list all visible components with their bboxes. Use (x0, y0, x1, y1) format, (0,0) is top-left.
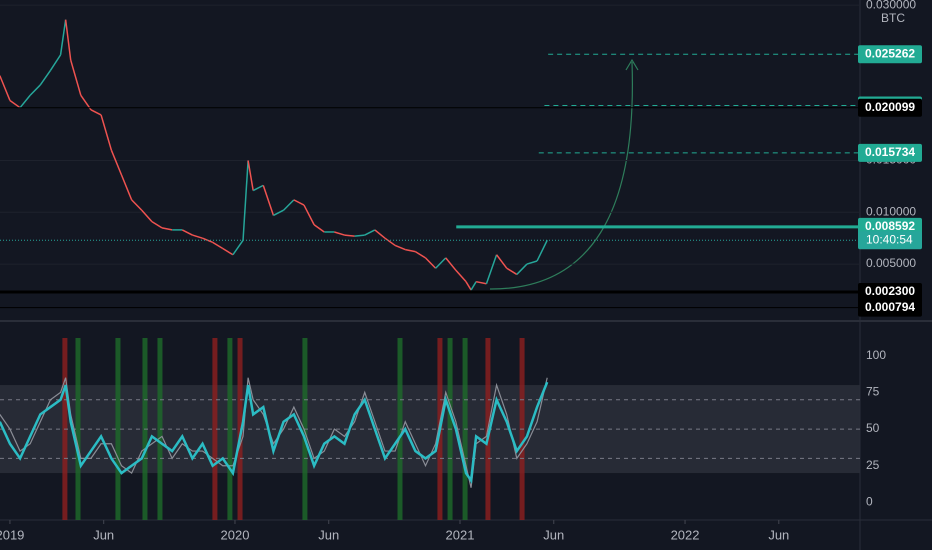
price-segment (344, 234, 355, 237)
level-label: 0.025262 (865, 46, 915, 60)
price-segment (247, 160, 254, 191)
x-tick-label: Jun (93, 527, 114, 542)
x-tick-label: Jun (768, 527, 789, 542)
price-segment (465, 281, 472, 291)
price-segment (110, 149, 123, 176)
arrow-head (625, 58, 639, 71)
y-tick-label: 75 (866, 385, 880, 399)
price-segment (69, 59, 82, 96)
oscillator-line (0, 381, 549, 484)
price-segment (9, 99, 21, 109)
level-label: 0.000794 (865, 300, 915, 314)
x-tick-label: 2022 (671, 527, 700, 542)
price-segment (262, 185, 275, 216)
unit-label: BTC (881, 11, 905, 25)
price-segment (0, 75, 11, 101)
price-segment (414, 251, 426, 259)
price-segment (445, 257, 457, 271)
price-segment (19, 94, 31, 109)
projection-arrow (489, 61, 634, 290)
price-segment (495, 254, 508, 269)
price-segment (303, 204, 315, 226)
price-segment (313, 224, 325, 233)
price-segment (455, 269, 467, 283)
price-segment (120, 174, 133, 201)
price-segment (384, 237, 396, 247)
signal-bar (157, 338, 163, 520)
price-segment (141, 209, 153, 223)
price-segment (293, 199, 305, 206)
level-label-box (858, 98, 922, 117)
price-segment (424, 257, 437, 269)
price-segment (334, 231, 345, 236)
price-segment (374, 229, 386, 239)
price-segment (59, 19, 67, 55)
level-label: 0.002300 (865, 284, 915, 298)
price-segment (526, 260, 538, 265)
plot-layer: 0.0300000.0150000.0100000.0050000.025262… (0, 0, 922, 542)
price-segment (192, 234, 203, 239)
price-segment (506, 267, 518, 276)
price-segment (161, 227, 173, 231)
price-segment (131, 199, 143, 211)
y-tick-label: 0 (866, 495, 873, 509)
price-segment (39, 69, 52, 86)
price-segment (49, 54, 62, 71)
level-label-box (858, 143, 922, 162)
level-label: 0.020099 (865, 100, 915, 114)
x-tick-label: 2021 (446, 527, 475, 542)
x-tick-label: 2020 (221, 527, 250, 542)
signal-bar (227, 338, 233, 520)
price-segment (364, 229, 376, 236)
y-tick-label: 0.005000 (866, 256, 916, 270)
y-tick-label: 50 (866, 421, 880, 435)
price-segment (470, 281, 477, 291)
signal-bar (397, 338, 403, 520)
price-segment (283, 199, 295, 211)
price-segment (536, 239, 548, 262)
x-tick-label: 2019 (0, 527, 24, 542)
price-segment (475, 280, 487, 285)
level-label-box (858, 298, 922, 317)
price-segment (394, 244, 406, 251)
countdown-box (858, 231, 922, 250)
y-tick-label: 100 (866, 348, 886, 362)
price-segment (242, 160, 249, 241)
price-segment (222, 247, 234, 256)
price-segment (100, 114, 113, 151)
price-segment (516, 263, 528, 275)
y-tick-label: 25 (866, 458, 880, 472)
signal-bar (212, 338, 218, 520)
signal-bar (75, 338, 81, 520)
level-label: 0.008592 (865, 219, 915, 233)
price-segment (354, 234, 365, 237)
x-tick-label: Jun (318, 527, 339, 542)
price-segment (181, 229, 193, 236)
price-segment (64, 19, 72, 61)
price-segment (273, 209, 284, 217)
price-segment (212, 241, 224, 250)
level-label-box (858, 45, 922, 64)
price-segment (435, 257, 447, 269)
x-tick-label: Jun (543, 527, 564, 542)
level-label: 0.015734 (865, 145, 915, 159)
countdown: 10:40:54 (866, 232, 913, 246)
price-segment (405, 248, 416, 253)
price-segment (151, 220, 163, 229)
price-segment (252, 184, 264, 192)
level-label-box (858, 283, 922, 302)
y-tick-label: 0.010000 (866, 204, 916, 218)
y-tick-label: 0.030000 (866, 0, 916, 11)
price-segment (90, 109, 102, 116)
price-segment (485, 254, 498, 285)
price-segment (29, 84, 41, 96)
price-segment (232, 239, 244, 256)
signal-bar (115, 338, 121, 520)
